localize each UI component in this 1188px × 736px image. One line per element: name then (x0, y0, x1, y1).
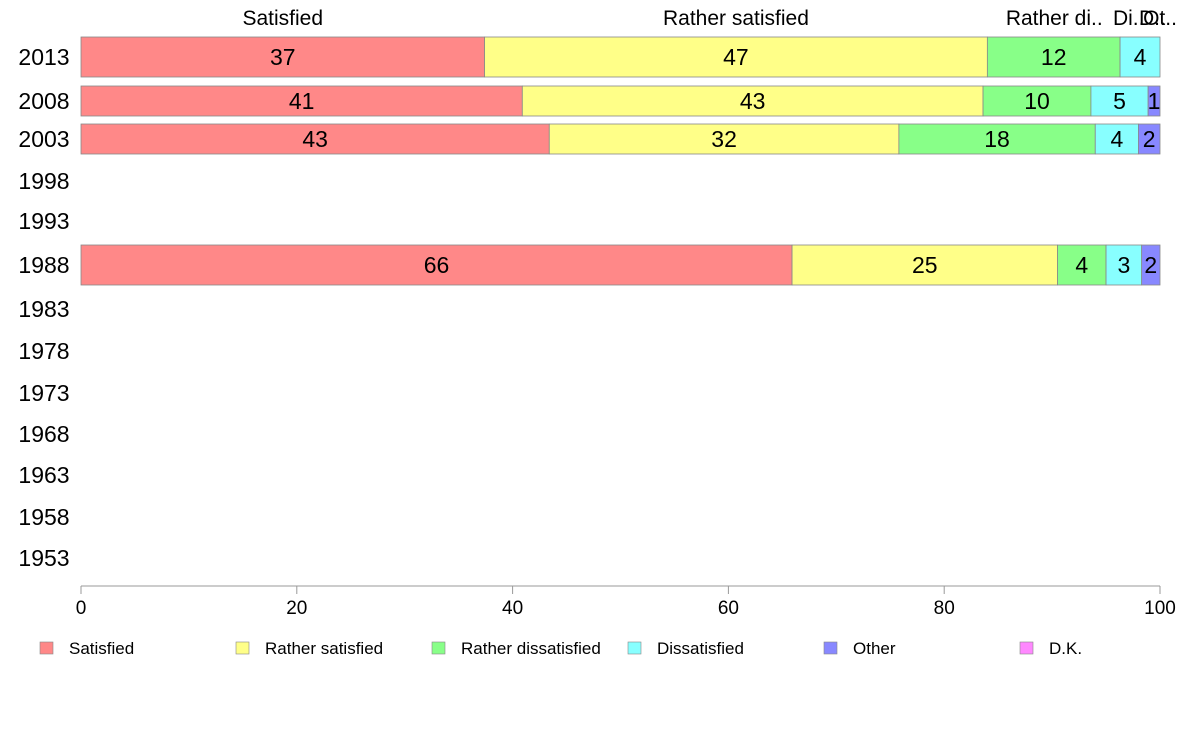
data-label-2013-rather-satisfied: 47 (723, 44, 749, 70)
x-tick-label-80: 80 (934, 598, 955, 619)
x-tick-label-100: 100 (1144, 598, 1176, 619)
data-label-1988-other: 2 (1144, 252, 1157, 278)
bar-segment-1988-other (1141, 244, 1161, 286)
bar-segment-2013-dissatisfied (1119, 36, 1161, 78)
bar-segment-2013-rather-dissatisfied (986, 36, 1121, 78)
data-label-2008-other: 1 (1148, 88, 1161, 114)
data-label-2003-rather-satisfied: 32 (711, 126, 737, 152)
data-label-2003-rather-dissatisfied: 18 (984, 126, 1010, 152)
legend-swatch-other (823, 641, 838, 655)
bar-segment-2008-dissatisfied (1090, 85, 1149, 117)
data-label-2008-rather-satisfied: 43 (740, 88, 766, 114)
category-label-1978: 1978 (18, 338, 69, 364)
top-label-2: Rather di.. (1006, 7, 1103, 30)
top-label-0: Satisfied (242, 7, 323, 30)
bar-segment-2008-rather-dissatisfied (982, 85, 1092, 117)
data-label-1988-rather-dissatisfied: 4 (1075, 252, 1088, 278)
legend-label-rather-dissatisfied: Rather dissatisfied (461, 639, 601, 658)
bar-segment-2008-rather-satisfied (521, 85, 984, 117)
data-label-2003-other: 2 (1143, 126, 1156, 152)
data-label-2003-dissatisfied: 4 (1110, 126, 1123, 152)
x-tick-label-20: 20 (286, 598, 307, 619)
x-tick-label-60: 60 (718, 598, 739, 619)
category-label-1983: 1983 (18, 296, 69, 322)
top-label-5: Ot.. (1143, 7, 1177, 30)
x-tick-label-40: 40 (502, 598, 523, 619)
bar-segment-2013-satisfied (80, 36, 485, 78)
data-label-1988-dissatisfied: 3 (1117, 252, 1130, 278)
legend: Satisfied Rather satisfied Rather dissatis… (39, 639, 1082, 658)
category-label-1958: 1958 (18, 504, 69, 530)
bar-segment-2003-rather-dissatisfied (898, 123, 1096, 155)
data-label-2013-dissatisfied: 4 (1134, 44, 1147, 70)
legend-swatch-rather-dissatisfied (431, 641, 446, 655)
data-label-2008-satisfied: 41 (289, 88, 315, 114)
top-label-3: Di.. (1113, 7, 1145, 30)
bar-segment-1988-satisfied (80, 244, 793, 286)
data-label-2003-satisfied: 43 (302, 126, 328, 152)
bar-segment-2008-other (1147, 85, 1161, 117)
legend-label-other: Other (853, 639, 896, 658)
top-label-4: D.. (1139, 7, 1166, 30)
bar-segment-1988-dissatisfied (1105, 244, 1143, 286)
top-segment-labels: Satisfied Rather satisfied Rather di.. Di..… (242, 7, 1176, 30)
bar-segment-2003-satisfied (80, 123, 550, 155)
category-label-2013: 2013 (18, 44, 69, 70)
legend-swatch-satisfied (39, 641, 54, 655)
category-label-2008: 2008 (18, 88, 69, 114)
data-label-2008-dissatisfied: 5 (1113, 88, 1126, 114)
x-tick-label-0: 0 (76, 598, 87, 619)
category-label-1988: 1988 (18, 252, 69, 278)
bar-segment-1988-rather-dissatisfied (1057, 244, 1107, 286)
bars-group: 37 47 12 441 43 10 5 143 32 18 4 266 25 4 3 2 (80, 36, 1161, 286)
x-axis: 0 20 40 60 80 100 (76, 585, 1176, 619)
data-label-2013-rather-dissatisfied: 12 (1041, 44, 1067, 70)
bar-segment-2003-other (1138, 123, 1161, 155)
bar-segment-2008-satisfied (80, 85, 523, 117)
category-label-1968: 1968 (18, 421, 69, 447)
data-label-2008-rather-dissatisfied: 10 (1024, 88, 1050, 114)
data-label-1988-rather-satisfied: 25 (912, 252, 938, 278)
data-label-1988-satisfied: 66 (424, 252, 450, 278)
legend-swatch-d-k- (1019, 641, 1034, 655)
category-label-1953: 1953 (18, 545, 69, 571)
legend-swatch-rather-satisfied (235, 641, 250, 655)
y-axis-category-labels: 2013 2008 2003 1998 1993 1988 1983 1978 1973 1968… (18, 44, 69, 571)
category-label-1993: 1993 (18, 208, 69, 234)
bar-segment-1988-rather-satisfied (791, 244, 1058, 286)
category-label-1998: 1998 (18, 168, 69, 194)
category-label-2003: 2003 (18, 126, 69, 152)
top-label-1: Rather satisfied (663, 7, 809, 30)
legend-label-dissatisfied: Dissatisfied (657, 639, 744, 658)
category-label-1963: 1963 (18, 462, 69, 488)
legend-label-d-k-: D.K. (1049, 639, 1082, 658)
data-label-2013-satisfied: 37 (270, 44, 296, 70)
legend-swatch-dissatisfied (627, 641, 642, 655)
legend-label-satisfied: Satisfied (69, 639, 134, 658)
category-label-1973: 1973 (18, 380, 69, 406)
legend-label-rather-satisfied: Rather satisfied (265, 639, 383, 658)
